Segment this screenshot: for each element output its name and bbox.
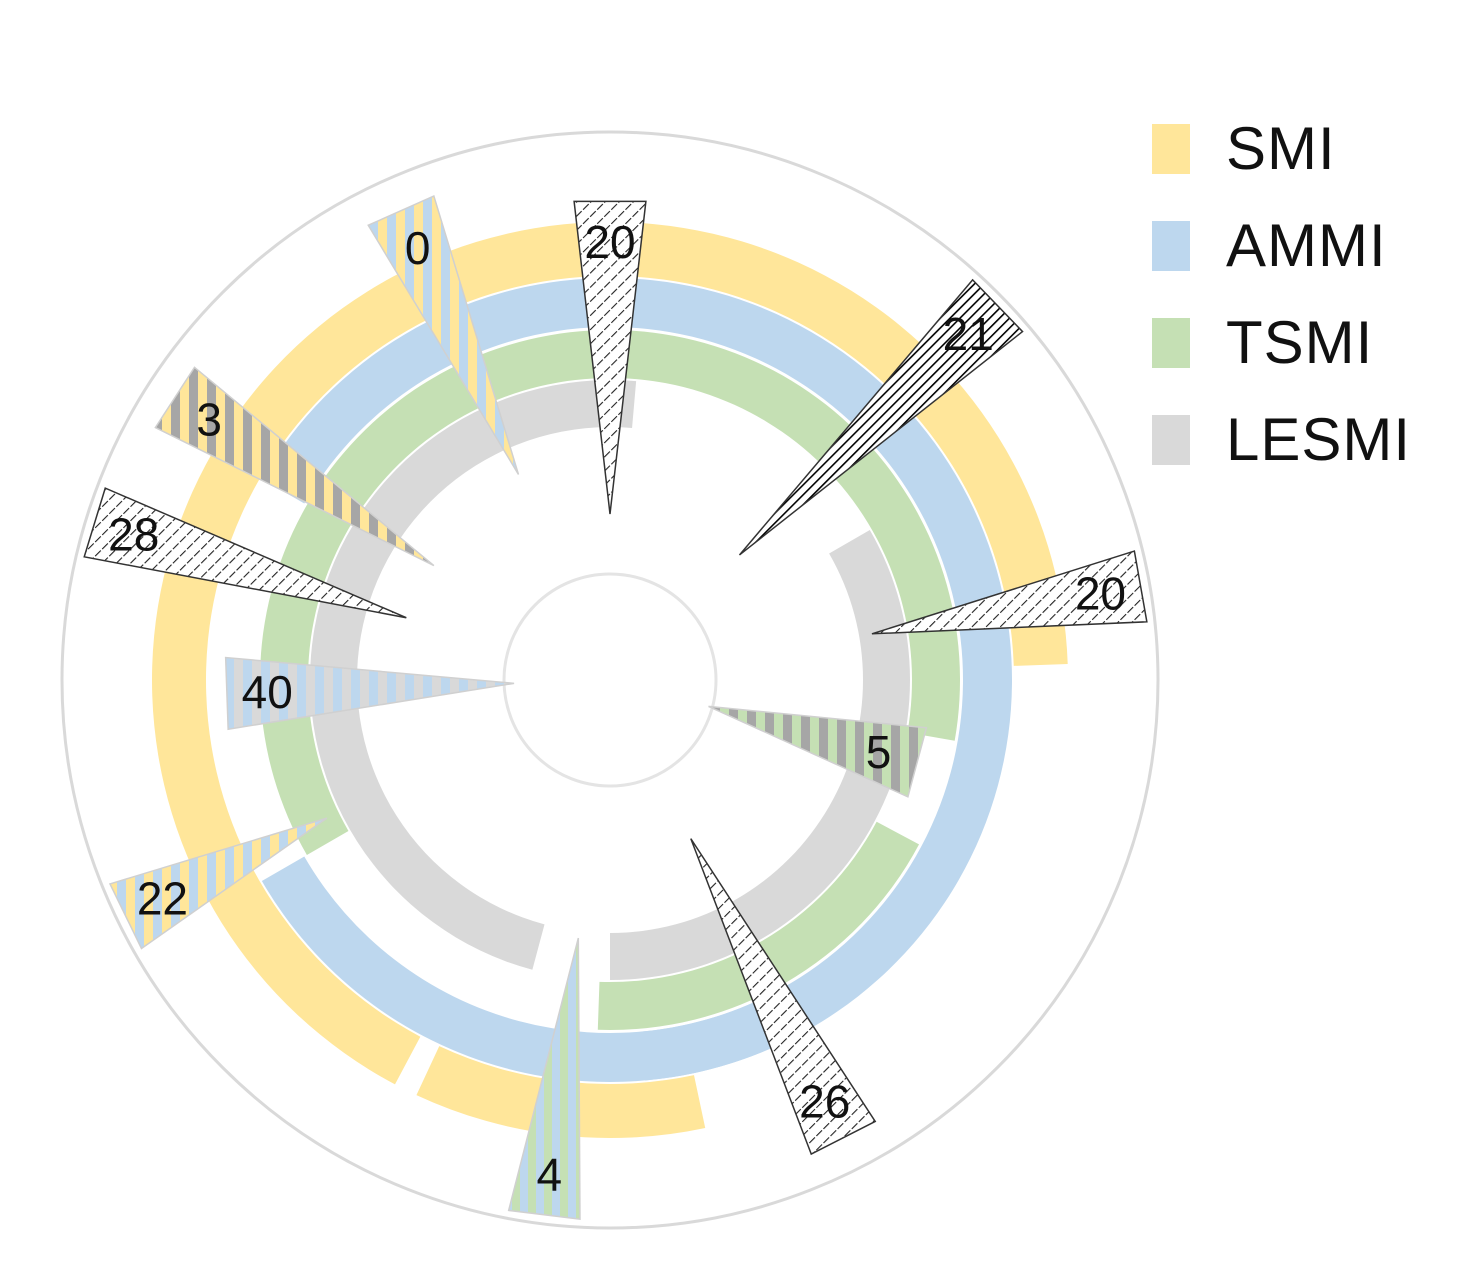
label-spike-2 [738, 278, 1024, 556]
label-spike-layer: 20 21 20 5 26 4 22 40 28 3 0 [83, 195, 1148, 1221]
legend-item-smi: SMI [1152, 100, 1411, 197]
ring-arc-lesmi-2 [610, 530, 910, 980]
ring-arc-ammi-2 [261, 856, 811, 1082]
ring-arc-lesmi-1 [310, 380, 637, 970]
outer-ring [60, 130, 1160, 1230]
ring-arc-tsmi-2 [597, 821, 920, 1030]
label-spike-1 [573, 200, 647, 515]
legend-label-tsmi: TSMI [1226, 309, 1374, 376]
data-label-11: 0 [405, 222, 431, 274]
legend-item-lesmi: LESMI [1152, 391, 1411, 488]
legend-label-smi: SMI [1226, 115, 1336, 182]
label-spike-4 [708, 705, 928, 798]
legend-swatch-smi [1152, 123, 1190, 174]
legend: SMI AMMI TSMI LESMI [1152, 100, 1411, 488]
label-spike-7 [108, 817, 328, 950]
data-label-7: 22 [137, 872, 188, 924]
label-spike-8 [224, 656, 515, 731]
data-label-6: 4 [537, 1148, 563, 1200]
legend-swatch-tsmi [1152, 317, 1190, 368]
legend-swatch-ammi [1152, 220, 1190, 271]
legend-label-lesmi: LESMI [1226, 406, 1412, 473]
legend-label-ammi: AMMI [1226, 212, 1387, 279]
ring-layer [151, 222, 1068, 1138]
data-label-10: 3 [196, 394, 222, 446]
data-label-8: 40 [242, 666, 293, 718]
data-label-3: 20 [1075, 568, 1126, 620]
legend-swatch-lesmi [1152, 414, 1190, 465]
ring-arc-tsmi-1 [260, 329, 960, 855]
data-label-4: 5 [866, 726, 892, 778]
data-label-9: 28 [108, 508, 159, 560]
label-spike-11 [367, 195, 520, 475]
label-spike-6 [507, 937, 581, 1221]
label-spike-5 [690, 838, 877, 1156]
legend-item-tsmi: TSMI [1152, 294, 1411, 391]
label-spike-3 [871, 550, 1148, 635]
legend-item-ammi: AMMI [1152, 197, 1411, 294]
label-spike-9 [83, 487, 407, 619]
data-label-5: 26 [799, 1075, 850, 1127]
data-label-1: 20 [584, 216, 635, 268]
center-hole [502, 572, 718, 788]
data-label-2: 21 [943, 308, 994, 360]
label-spike-10 [154, 366, 435, 567]
